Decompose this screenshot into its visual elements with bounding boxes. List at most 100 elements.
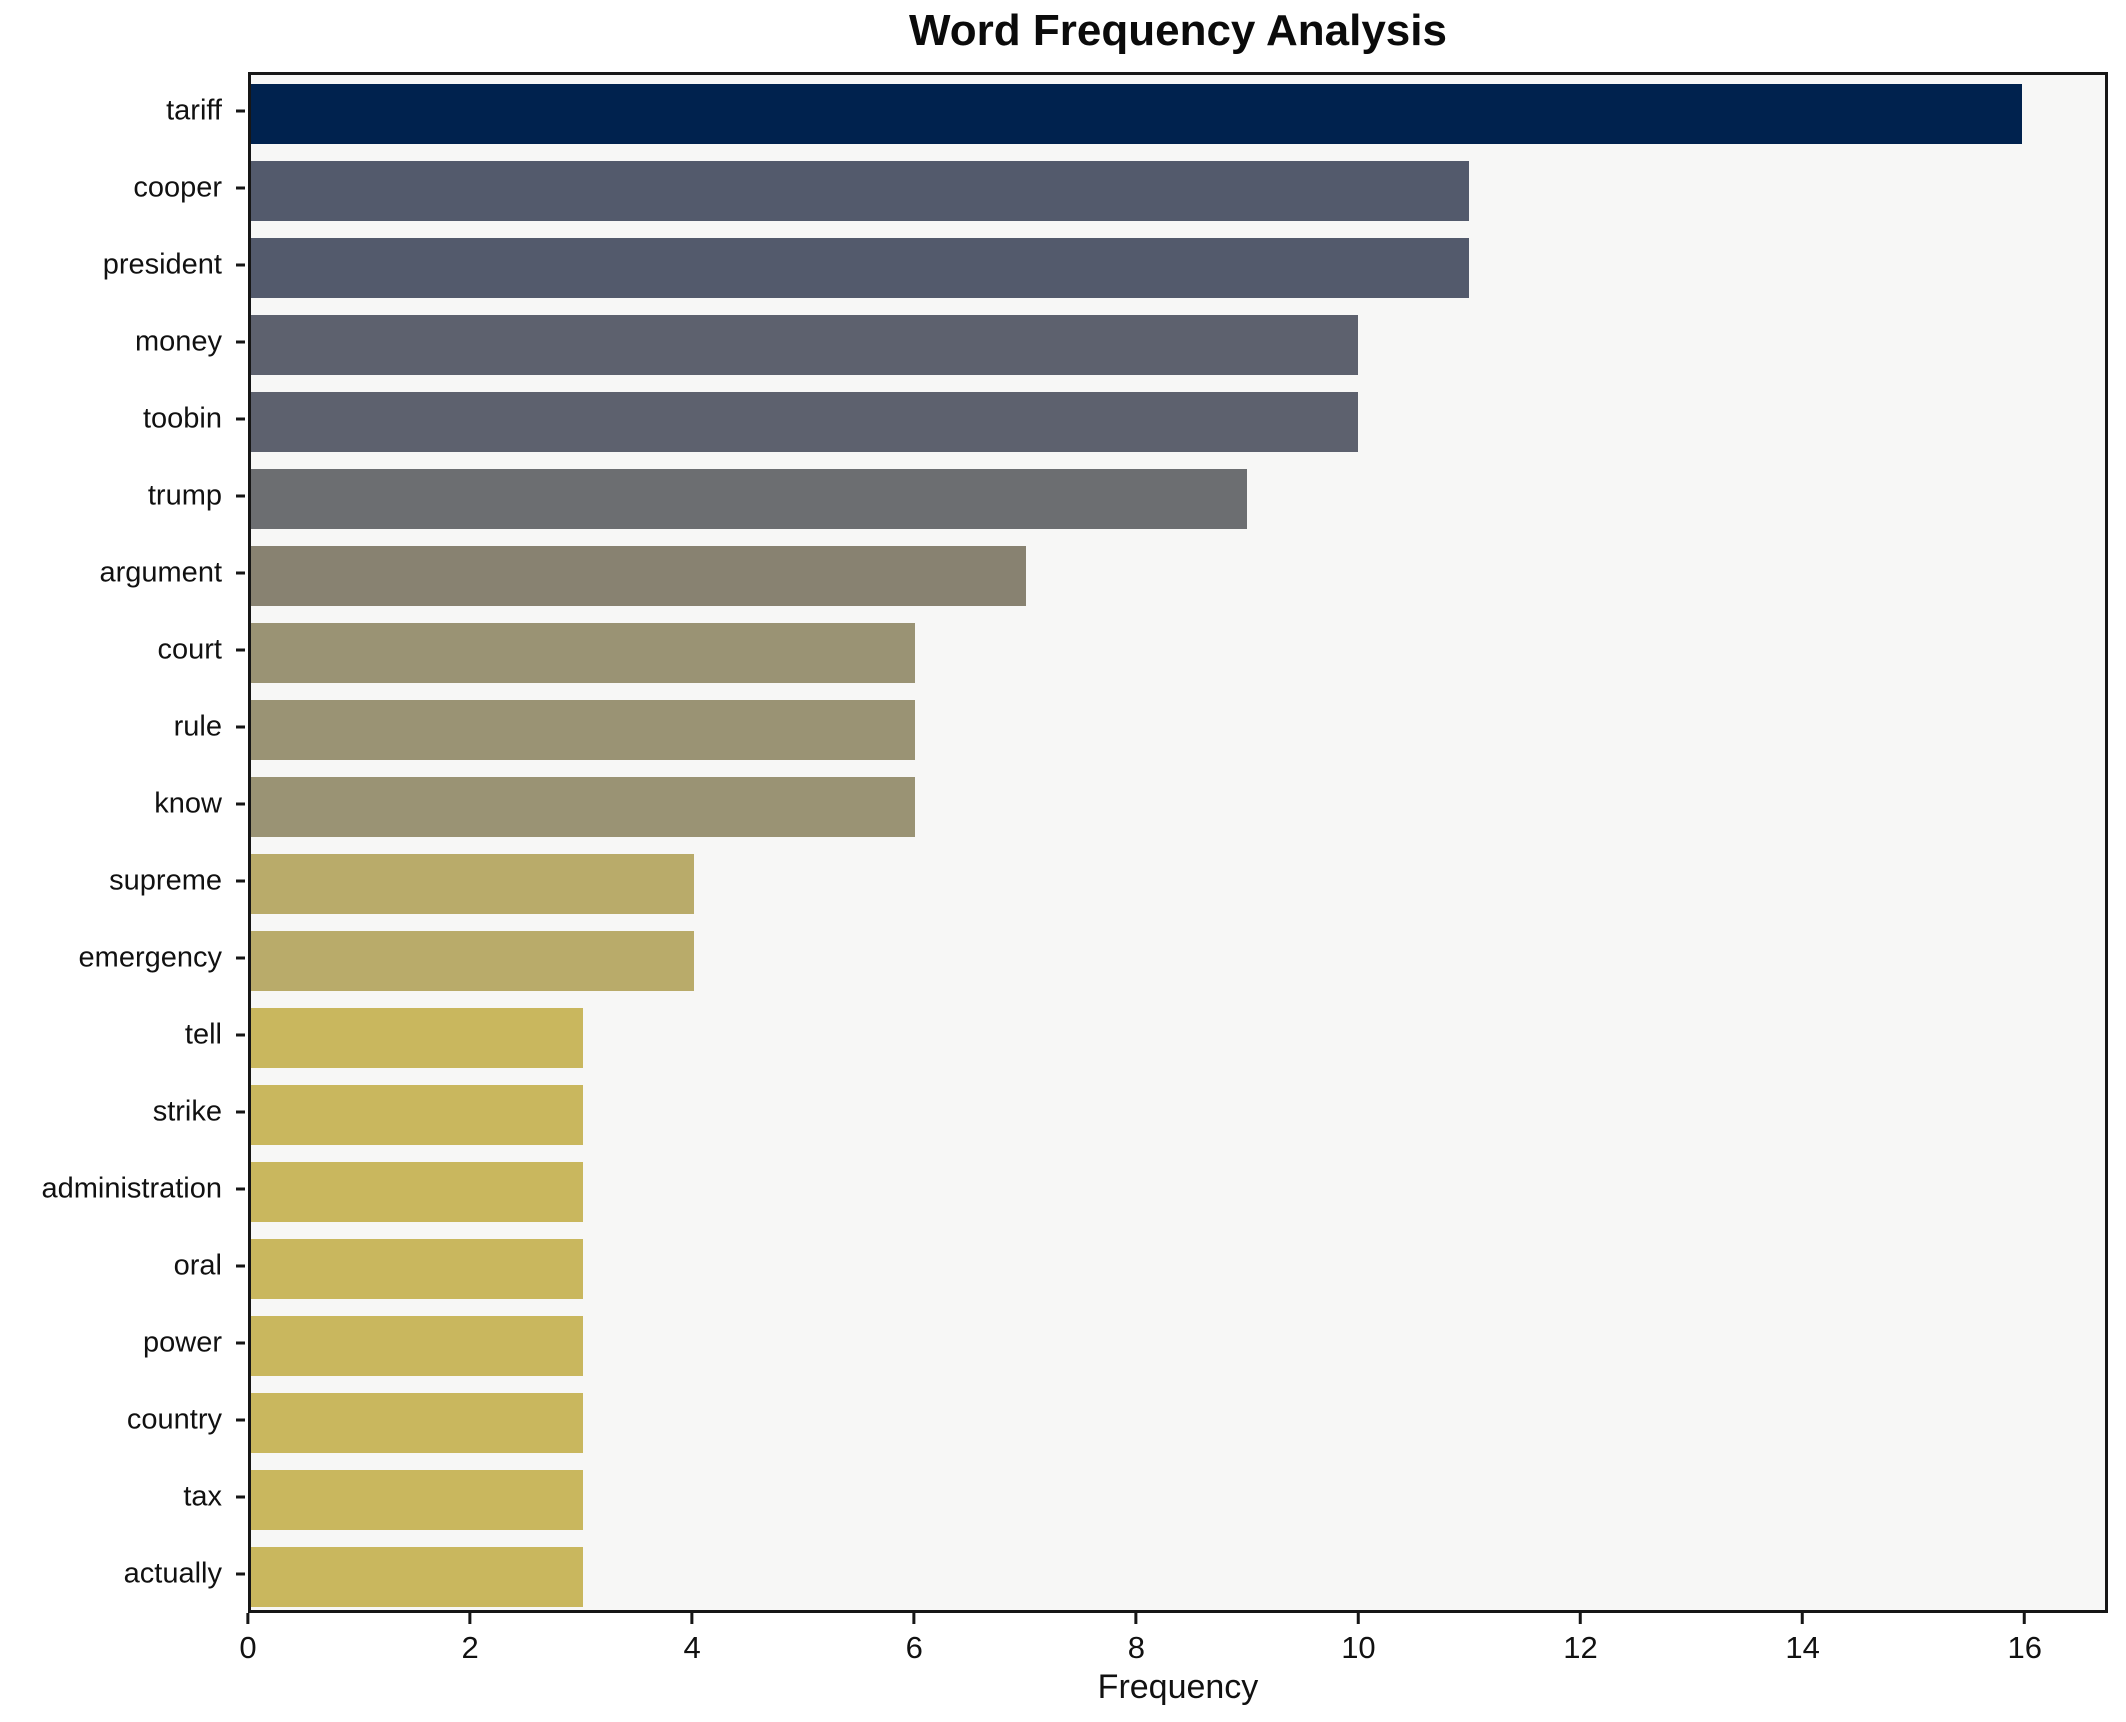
y-tick-mark <box>236 340 245 344</box>
bar-row <box>251 383 2105 460</box>
bar-rule <box>251 699 916 760</box>
y-tick-mark <box>236 1572 245 1576</box>
bar-row <box>251 1000 2105 1077</box>
y-tick-mark <box>236 802 245 806</box>
x-tick-14: 14 <box>1785 1613 1820 1666</box>
y-tick-label-supreme: supreme <box>109 864 222 897</box>
y-tick-label-tax: tax <box>183 1480 222 1513</box>
x-tick-mark <box>1801 1613 1805 1624</box>
y-tick-label-money: money <box>134 325 222 358</box>
x-tick-mark <box>468 1613 472 1624</box>
bar-supreme <box>251 854 694 915</box>
bar-row <box>251 768 2105 845</box>
bar-row <box>251 614 2105 691</box>
y-tick-label-tell: tell <box>184 1018 222 1051</box>
plot-area <box>248 72 2108 1613</box>
bar-row <box>251 537 2105 614</box>
bar-row <box>251 152 2105 229</box>
y-tick-mark <box>236 1264 245 1268</box>
bar-trump <box>251 468 1248 529</box>
bar-toobin <box>251 391 1358 452</box>
y-tick-label-country: country <box>126 1403 222 1436</box>
y-tick-mark <box>236 1187 245 1191</box>
x-tick-mark <box>2023 1613 2027 1624</box>
bar-tariff <box>251 83 2022 144</box>
x-tick-mark <box>912 1613 916 1624</box>
y-tick-mark <box>236 417 245 421</box>
x-tick-16: 16 <box>2007 1613 2042 1666</box>
bar-row <box>251 1231 2105 1308</box>
bar-actually <box>251 1547 584 1608</box>
bar-oral <box>251 1239 584 1300</box>
y-tick-mark <box>236 109 245 113</box>
y-tick-label-rule: rule <box>173 710 222 743</box>
y-tick-label-oral: oral <box>173 1249 222 1282</box>
bar-cooper <box>251 160 1469 221</box>
bar-row <box>251 923 2105 1000</box>
bar-president <box>251 237 1469 298</box>
x-tick-8: 8 <box>1128 1613 1145 1666</box>
x-tick-label: 12 <box>1563 1630 1598 1665</box>
y-tick-label-actually: actually <box>123 1557 222 1590</box>
bar-administration <box>251 1162 584 1223</box>
x-tick-mark <box>1356 1613 1360 1624</box>
bar-row <box>251 846 2105 923</box>
y-axis: tariff cooper president money toobin trump arg… <box>0 72 248 1613</box>
bar-strike <box>251 1085 584 1146</box>
x-tick-label: 10 <box>1341 1630 1376 1665</box>
x-tick-label: 14 <box>1785 1630 1820 1665</box>
bar-row <box>251 1154 2105 1231</box>
bar-court <box>251 622 916 683</box>
y-tick-mark <box>236 956 245 960</box>
x-axis-label: Frequency <box>1097 1668 1259 1706</box>
bar-country <box>251 1393 584 1454</box>
y-tick-mark <box>236 879 245 883</box>
bar-emergency <box>251 931 694 992</box>
y-tick-label-administration: administration <box>41 1172 222 1205</box>
x-tick-label: 6 <box>905 1630 923 1665</box>
bar-row <box>251 691 2105 768</box>
y-tick-mark <box>236 263 245 267</box>
x-tick-label: 2 <box>461 1630 479 1665</box>
bar-row <box>251 460 2105 537</box>
bar-tell <box>251 1008 584 1069</box>
y-tick-label-know: know <box>154 787 222 820</box>
bar-row <box>251 75 2105 152</box>
y-tick-label-tariff: tariff <box>166 94 222 127</box>
y-tick-label-president: president <box>102 248 222 281</box>
chart-title: Word Frequency Analysis <box>909 6 1447 55</box>
x-tick-mark <box>1579 1613 1583 1624</box>
x-tick-0: 0 <box>239 1613 257 1666</box>
y-tick-mark <box>236 494 245 498</box>
y-tick-mark <box>236 1341 245 1345</box>
bar-power <box>251 1316 584 1377</box>
x-tick-label: 8 <box>1127 1630 1145 1665</box>
x-tick-label: 0 <box>239 1630 257 1665</box>
y-tick-label-strike: strike <box>152 1095 222 1128</box>
x-tick-4: 4 <box>684 1613 701 1666</box>
x-tick-mark <box>246 1613 250 1624</box>
bar-argument <box>251 545 1026 606</box>
y-tick-label-court: court <box>157 633 222 666</box>
x-tick-6: 6 <box>906 1613 923 1666</box>
x-axis: 0 2 4 6 8 10 12 14 16 <box>239 1613 2108 1693</box>
y-tick-label-toobin: toobin <box>142 402 222 435</box>
y-tick-mark <box>236 571 245 575</box>
y-tick-label-power: power <box>143 1326 222 1359</box>
x-tick-mark <box>690 1613 694 1624</box>
bar-tax <box>251 1470 584 1531</box>
bar-row <box>251 1539 2105 1616</box>
y-tick-mark <box>236 1418 245 1422</box>
y-tick-label-argument: argument <box>99 556 222 589</box>
y-tick-mark <box>236 1495 245 1499</box>
x-tick-label: 16 <box>2007 1630 2042 1665</box>
x-tick-10: 10 <box>1341 1613 1376 1666</box>
y-tick-label-cooper: cooper <box>133 171 222 204</box>
y-tick-label-trump: trump <box>147 479 222 512</box>
y-tick-label-emergency: emergency <box>78 941 222 974</box>
x-tick-mark <box>1134 1613 1138 1624</box>
y-tick-mark <box>236 1033 245 1037</box>
x-tick-label: 4 <box>683 1630 701 1665</box>
y-tick-mark <box>236 725 245 729</box>
